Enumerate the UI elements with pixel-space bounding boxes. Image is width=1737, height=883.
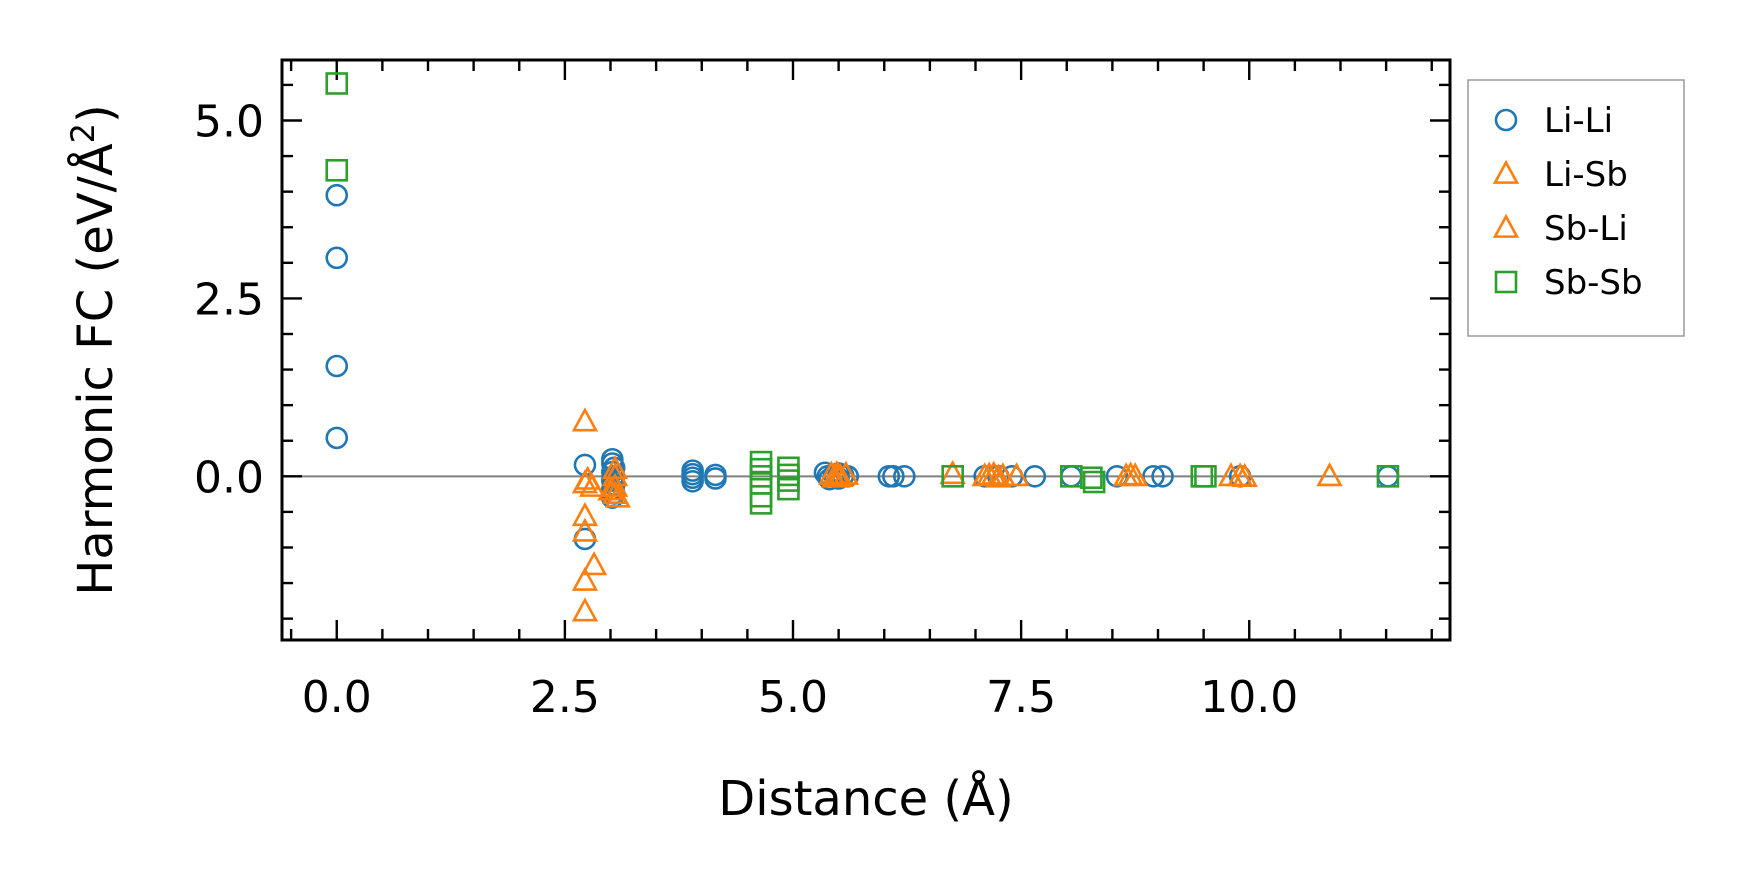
data-point	[1376, 465, 1400, 488]
data-point	[777, 469, 800, 492]
x-tick-label: 2.5	[530, 672, 600, 723]
data-point	[939, 459, 966, 485]
plot-frame	[280, 58, 1452, 642]
series-li-li	[325, 183, 1400, 551]
data-point	[1151, 465, 1174, 488]
y-tick-label: 0.0	[194, 452, 264, 503]
data-point	[941, 465, 964, 488]
data-point	[985, 463, 1012, 488]
data-point	[681, 470, 704, 493]
data-point	[820, 463, 848, 488]
tick-labels-layer: 0.0 2.5 5.0 7.5 10.0 0.0 2.5 5.0	[194, 96, 1298, 723]
x-tick-label: 0.0	[302, 672, 372, 723]
legend-marker	[1494, 270, 1518, 294]
x-tick-label: 7.5	[986, 672, 1056, 723]
x-tick-label: 10.0	[1200, 672, 1298, 723]
data-point	[1142, 465, 1165, 488]
series-li-sb	[571, 407, 1343, 622]
y-tick-label: 5.0	[194, 96, 264, 147]
data-point	[777, 456, 800, 480]
data-points-layer	[325, 72, 1400, 622]
y-axis-label-superscript: 2	[64, 123, 102, 143]
data-point	[989, 462, 1017, 487]
data-point	[1194, 465, 1217, 488]
x-axis-label: Distance (Å)	[718, 770, 1013, 827]
data-point	[777, 463, 800, 487]
data-point	[325, 183, 349, 207]
data-point	[325, 426, 349, 450]
data-point	[749, 450, 773, 474]
legend-box	[1467, 79, 1685, 337]
data-point	[825, 462, 852, 487]
data-point	[893, 465, 916, 488]
series-sb-sb	[325, 72, 1400, 515]
series-sb-li	[574, 461, 1258, 508]
data-point	[1117, 461, 1144, 486]
data-point	[1080, 466, 1103, 490]
y-axis-label: Harmonic FC (eV/Å2)	[64, 104, 124, 596]
x-tick-label: 5.0	[758, 672, 828, 723]
legend-label: Li-Li	[1544, 101, 1613, 141]
data-point	[1003, 462, 1030, 487]
ticks-layer	[282, 60, 1450, 640]
data-point	[571, 407, 599, 432]
data-point	[1082, 470, 1106, 494]
data-point	[749, 484, 773, 508]
y-tick-label: 2.5	[194, 274, 264, 325]
data-point	[571, 517, 599, 542]
data-point	[1105, 465, 1129, 488]
legend-label: Sb-Li	[1544, 209, 1628, 249]
data-point	[325, 246, 349, 270]
legend-marker	[1492, 159, 1520, 184]
data-point	[832, 460, 860, 485]
data-point	[325, 354, 349, 378]
data-point	[571, 566, 599, 591]
data-point	[749, 492, 773, 515]
data-point	[604, 483, 631, 508]
data-point	[325, 159, 349, 182]
data-point	[777, 477, 800, 501]
data-point	[571, 597, 599, 622]
data-point	[882, 465, 905, 488]
legend-marker	[1492, 213, 1520, 238]
legend: Li-Li Li-Sb Sb-Li Sb-Sb	[1467, 79, 1685, 337]
y-axis-label-main: Harmonic FC (eV/Å	[67, 143, 124, 596]
legend-marker	[1494, 108, 1518, 132]
y-axis-label-close: )	[68, 104, 124, 123]
data-point	[571, 501, 599, 527]
legend-label: Li-Sb	[1544, 155, 1628, 195]
data-point	[1023, 465, 1047, 488]
data-point	[580, 551, 608, 576]
data-point	[704, 467, 727, 490]
data-point	[601, 472, 629, 497]
data-point	[1316, 462, 1343, 487]
data-point	[325, 72, 349, 95]
legend-label: Sb-Sb	[1544, 263, 1643, 303]
data-point	[574, 465, 601, 490]
data-point	[1231, 462, 1258, 487]
